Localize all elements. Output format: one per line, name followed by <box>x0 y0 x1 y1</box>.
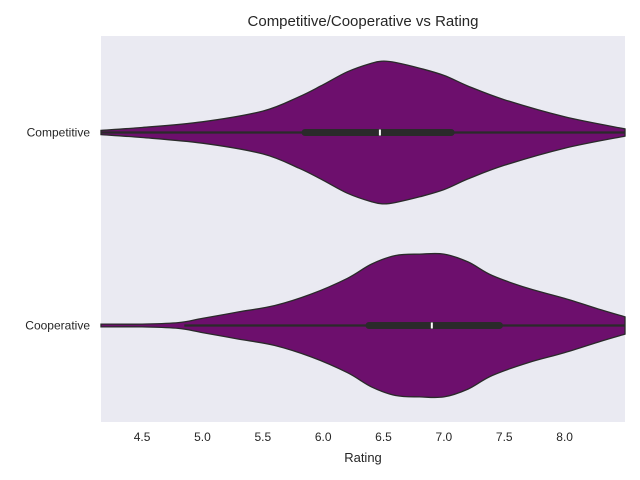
x-tick-label: 5.0 <box>194 430 211 444</box>
x-tick-label: 5.5 <box>254 430 271 444</box>
x-tick-label: 8.0 <box>556 430 573 444</box>
x-tick-label: 6.0 <box>315 430 332 444</box>
chart-title: Competitive/Cooperative vs Rating <box>248 13 479 30</box>
y-tick-label: Cooperative <box>25 319 90 333</box>
y-tick-labels: Competitive Cooperative <box>25 126 90 333</box>
x-tick-label: 7.5 <box>496 430 513 444</box>
x-tick-label: 4.5 <box>134 430 151 444</box>
x-tick-label: 7.0 <box>436 430 453 444</box>
x-tick-label: 6.5 <box>375 430 392 444</box>
y-tick-label: Competitive <box>27 126 91 140</box>
x-axis-label: Rating <box>344 450 382 465</box>
violins-layer <box>100 60 626 399</box>
x-tick-labels: 4.5 5.0 5.5 6.0 6.5 7.0 7.5 8.0 <box>134 430 574 444</box>
